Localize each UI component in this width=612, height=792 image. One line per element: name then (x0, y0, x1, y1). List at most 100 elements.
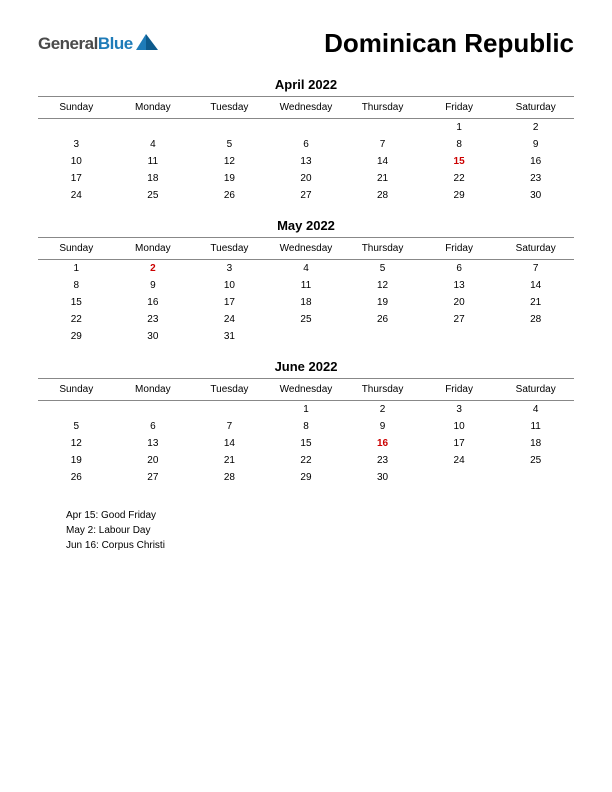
day-header: Saturday (497, 238, 574, 260)
calendar-cell: 1 (38, 260, 115, 278)
calendar-cell: 18 (497, 435, 574, 452)
calendar-cell: 15 (421, 153, 498, 170)
calendar-cell: 22 (268, 452, 345, 469)
calendar-cell: 15 (38, 294, 115, 311)
month-title: May 2022 (38, 218, 574, 233)
calendar-cell: 12 (38, 435, 115, 452)
calendar-table: SundayMondayTuesdayWednesdayThursdayFrid… (38, 378, 574, 486)
calendar-cell (497, 469, 574, 486)
month-title: June 2022 (38, 359, 574, 374)
calendar-cell: 2 (344, 401, 421, 419)
calendar-row: 1234 (38, 401, 574, 419)
calendar-cell: 9 (344, 418, 421, 435)
calendar-cell: 21 (344, 170, 421, 187)
calendar-month: April 2022 SundayMondayTuesdayWednesdayTh… (38, 77, 574, 204)
holiday-item: Apr 15: Good Friday (66, 508, 574, 523)
calendar-cell: 6 (268, 136, 345, 153)
calendar-cell: 29 (38, 328, 115, 345)
calendar-cell: 10 (191, 277, 268, 294)
calendar-cell: 17 (38, 170, 115, 187)
calendar-cell: 16 (497, 153, 574, 170)
calendar-row: 2627282930 (38, 469, 574, 486)
calendar-cell: 29 (421, 187, 498, 204)
day-header: Thursday (344, 379, 421, 401)
calendar-cell: 6 (421, 260, 498, 278)
holidays-list: Apr 15: Good FridayMay 2: Labour DayJun … (38, 508, 574, 553)
calendar-cell: 28 (191, 469, 268, 486)
calendar-cell: 18 (115, 170, 192, 187)
calendar-cell: 7 (344, 136, 421, 153)
calendar-cell: 20 (268, 170, 345, 187)
calendar-cell (344, 119, 421, 137)
calendar-cell (268, 119, 345, 137)
calendar-cell (421, 469, 498, 486)
calendar-cell: 10 (38, 153, 115, 170)
calendar-cell: 21 (191, 452, 268, 469)
calendar-table: SundayMondayTuesdayWednesdayThursdayFrid… (38, 237, 574, 345)
calendar-row: 567891011 (38, 418, 574, 435)
day-header: Tuesday (191, 238, 268, 260)
calendar-cell: 7 (191, 418, 268, 435)
day-header: Wednesday (268, 97, 345, 119)
calendar-row: 22232425262728 (38, 311, 574, 328)
calendar-cell: 7 (497, 260, 574, 278)
calendar-cell: 27 (268, 187, 345, 204)
calendar-cell: 22 (38, 311, 115, 328)
logo-text-general: General (38, 34, 98, 53)
calendar-cell: 19 (38, 452, 115, 469)
calendar-cell (344, 328, 421, 345)
holiday-item: Jun 16: Corpus Christi (66, 538, 574, 553)
calendar-cell (268, 328, 345, 345)
calendar-cell: 30 (344, 469, 421, 486)
calendar-cell: 11 (497, 418, 574, 435)
calendar-cell: 19 (344, 294, 421, 311)
month-title: April 2022 (38, 77, 574, 92)
day-header: Friday (421, 97, 498, 119)
calendar-table: SundayMondayTuesdayWednesdayThursdayFrid… (38, 96, 574, 204)
calendar-cell: 6 (115, 418, 192, 435)
day-header: Friday (421, 238, 498, 260)
calendars-container: April 2022SundayMondayTuesdayWednesdayTh… (38, 77, 574, 486)
calendar-cell: 9 (115, 277, 192, 294)
calendar-cell: 22 (421, 170, 498, 187)
logo-text-blue: Blue (98, 34, 133, 53)
calendar-cell: 13 (268, 153, 345, 170)
calendar-cell (38, 119, 115, 137)
calendar-cell: 2 (497, 119, 574, 137)
calendar-cell: 10 (421, 418, 498, 435)
calendar-cell: 24 (38, 187, 115, 204)
day-header: Monday (115, 238, 192, 260)
country-title: Dominican Republic (324, 28, 574, 59)
calendar-cell: 11 (115, 153, 192, 170)
calendar-cell: 4 (115, 136, 192, 153)
calendar-cell: 26 (38, 469, 115, 486)
calendar-cell: 17 (191, 294, 268, 311)
calendar-cell: 27 (115, 469, 192, 486)
calendar-cell (38, 401, 115, 419)
calendar-cell: 23 (344, 452, 421, 469)
calendar-cell: 17 (421, 435, 498, 452)
day-header: Sunday (38, 238, 115, 260)
calendar-cell (497, 328, 574, 345)
calendar-cell: 26 (344, 311, 421, 328)
calendar-cell: 14 (191, 435, 268, 452)
day-header: Tuesday (191, 379, 268, 401)
calendar-cell (191, 401, 268, 419)
calendar-cell: 25 (115, 187, 192, 204)
calendar-row: 10111213141516 (38, 153, 574, 170)
calendar-month: June 2022 SundayMondayTuesdayWednesdayThu… (38, 359, 574, 486)
calendar-cell: 3 (38, 136, 115, 153)
calendar-row: 891011121314 (38, 277, 574, 294)
calendar-cell: 8 (421, 136, 498, 153)
calendar-cell: 26 (191, 187, 268, 204)
calendar-row: 12131415161718 (38, 435, 574, 452)
calendar-cell: 24 (191, 311, 268, 328)
calendar-cell: 23 (497, 170, 574, 187)
calendar-cell: 25 (268, 311, 345, 328)
calendar-cell: 28 (344, 187, 421, 204)
calendar-cell: 25 (497, 452, 574, 469)
calendar-cell: 11 (268, 277, 345, 294)
calendar-cell: 8 (268, 418, 345, 435)
calendar-cell: 14 (344, 153, 421, 170)
logo-text: GeneralBlue (38, 34, 133, 54)
